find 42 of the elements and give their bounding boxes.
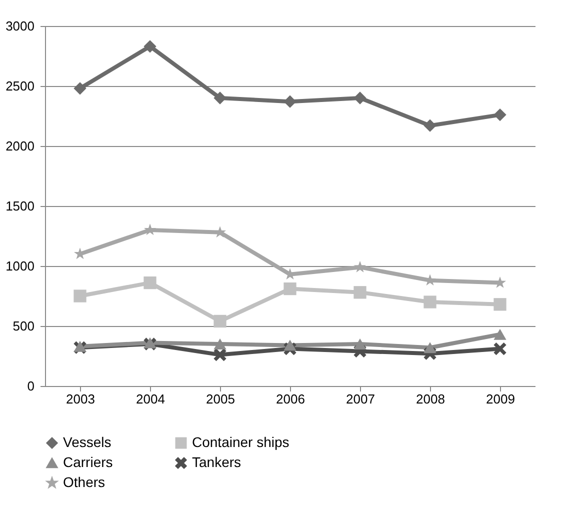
x-tick-label: 2003 (66, 392, 95, 406)
point (494, 108, 506, 122)
point (284, 340, 296, 351)
point (214, 348, 226, 362)
x-tick-label: 2008 (416, 392, 445, 406)
x-tick-label: 2009 (486, 392, 515, 406)
y-tick-label: 3000 (6, 18, 34, 34)
legend-label: Tankers (192, 454, 242, 470)
point (424, 296, 436, 308)
y-tick-label: 1500 (6, 198, 34, 214)
y-tick-label: 1000 (6, 258, 34, 274)
legend-label: Container ships (192, 434, 290, 450)
y-tick-label: 500 (12, 318, 34, 334)
point (354, 286, 366, 299)
x-tick-label: 2007 (346, 392, 375, 406)
point (284, 95, 296, 108)
x-tick-label: 2006 (276, 392, 305, 406)
point (214, 92, 226, 104)
y-tick-label: 0 (27, 378, 34, 394)
point (354, 338, 366, 350)
point (74, 290, 86, 302)
x-tick-label: 2004 (136, 392, 165, 406)
x-tick-label: 2005 (206, 392, 235, 406)
point (494, 298, 506, 311)
legend-label: Carriers (63, 454, 113, 470)
point (144, 40, 156, 53)
point (144, 276, 156, 290)
y-tick-label: 2000 (6, 138, 34, 154)
point (284, 282, 296, 296)
point (74, 82, 86, 95)
point (214, 338, 226, 350)
point (354, 260, 366, 272)
point (214, 314, 226, 328)
legend-label: Others (63, 474, 106, 490)
legend-label: Vessels (63, 434, 112, 450)
point (144, 224, 156, 236)
point (494, 328, 506, 340)
y-tick-label: 2500 (6, 78, 34, 94)
point (494, 342, 506, 356)
point (424, 119, 436, 132)
point (424, 342, 436, 354)
point (354, 92, 366, 104)
